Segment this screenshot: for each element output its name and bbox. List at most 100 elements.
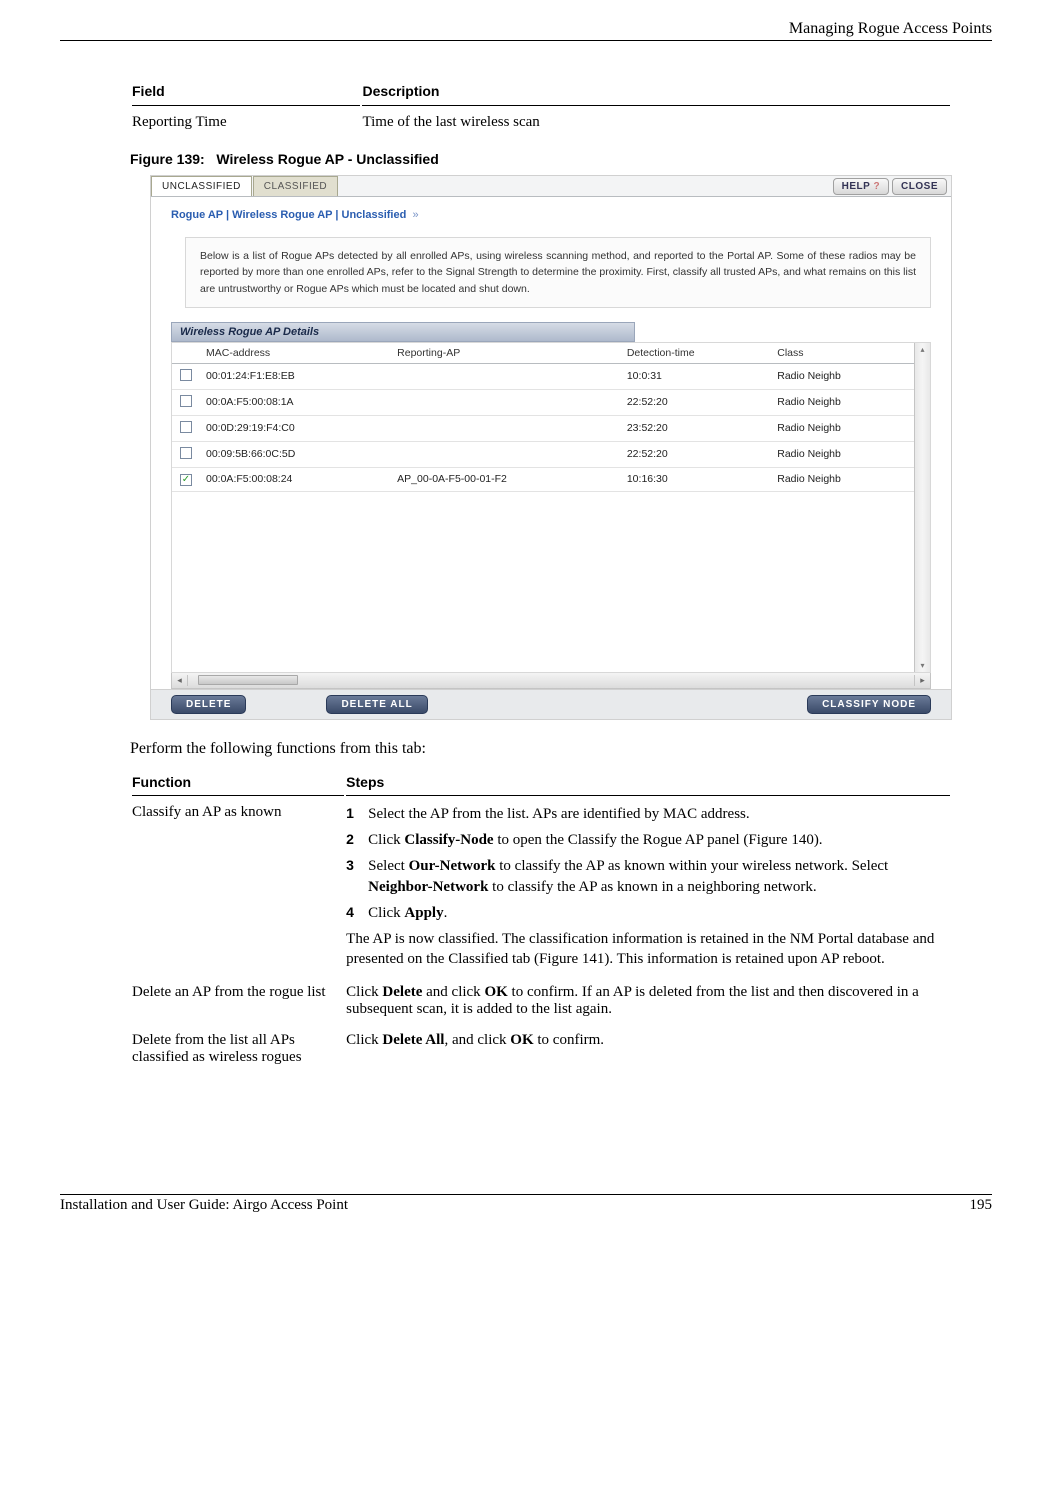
screenshot-topbar: UNCLASSIFIED CLASSIFIED HELP ? CLOSE <box>151 176 951 197</box>
table-row: 00:0D:29:19:F4:C0 23:52:20Radio Neighb <box>172 415 914 441</box>
function-header: Function <box>132 774 344 796</box>
help-button[interactable]: HELP ? <box>833 178 889 195</box>
breadcrumb-3: Unclassified <box>342 209 407 221</box>
scroll-thumb[interactable] <box>198 675 298 685</box>
row-checkbox[interactable] <box>180 447 192 459</box>
footer-page-number: 195 <box>970 1197 993 1214</box>
field-header: Field <box>132 83 360 106</box>
horizontal-scrollbar[interactable]: ◂ ▸ <box>171 673 931 689</box>
step-number: 1 <box>346 804 368 824</box>
cell-reporting <box>391 389 621 415</box>
rogue-ap-table: MAC-address Reporting-AP Detection-time … <box>172 343 914 492</box>
steps-delete-one: Click Delete and click OK to confirm. If… <box>346 978 950 1024</box>
field-description-table: Field Description Reporting Time Time of… <box>130 81 952 139</box>
cell-mac: 00:0D:29:19:F4:C0 <box>200 415 391 441</box>
cell-reporting <box>391 441 621 467</box>
cell-detection: 22:52:20 <box>621 389 771 415</box>
row-checkbox[interactable] <box>180 421 192 433</box>
cell-mac: 00:0A:F5:00:08:1A <box>200 389 391 415</box>
steps-delete-all: Click Delete All, and click OK to confir… <box>346 1026 950 1072</box>
cell-mac: 00:01:24:F1:E8:EB <box>200 363 391 389</box>
steps-classify: 1Select the AP from the list. APs are id… <box>346 798 950 976</box>
panel-title: Wireless Rogue AP Details <box>171 322 635 342</box>
cell-mac: 00:0A:F5:00:08:24 <box>200 467 391 491</box>
step-text: Select Our-Network to classify the AP as… <box>368 856 942 897</box>
function-delete-one: Delete an AP from the rogue list <box>132 978 344 1024</box>
field-value: Reporting Time <box>132 108 360 137</box>
table-row: 00:01:24:F1:E8:EB 10:0:31Radio Neighb <box>172 363 914 389</box>
help-label: HELP <box>842 181 871 192</box>
scroll-left-icon[interactable]: ◂ <box>172 675 188 686</box>
tab-unclassified[interactable]: UNCLASSIFIED <box>151 176 252 196</box>
breadcrumb-1: Rogue AP <box>171 209 223 221</box>
cell-reporting <box>391 415 621 441</box>
steps-header: Steps <box>346 774 950 796</box>
vertical-scrollbar[interactable]: ▴ ▾ <box>914 343 930 672</box>
step-number: 4 <box>346 903 368 923</box>
cell-detection: 23:52:20 <box>621 415 771 441</box>
cell-class: Radio Neighb <box>771 389 914 415</box>
cell-class: Radio Neighb <box>771 363 914 389</box>
action-button-row: DELETE DELETE ALL CLASSIFY NODE <box>151 689 951 719</box>
screenshot-panel: UNCLASSIFIED CLASSIFIED HELP ? CLOSE Rog… <box>150 175 952 720</box>
footer-left: Installation and User Guide: Airgo Acces… <box>60 1197 348 1214</box>
col-mac: MAC-address <box>200 343 391 364</box>
function-steps-table: Function Steps Classify an AP as known 1… <box>130 772 952 1074</box>
cell-class: Radio Neighb <box>771 415 914 441</box>
row-checkbox[interactable] <box>180 395 192 407</box>
function-delete-all: Delete from the list all APs classified … <box>132 1026 344 1072</box>
table-blank-area <box>172 492 914 672</box>
tab-strip: UNCLASSIFIED CLASSIFIED <box>151 176 339 196</box>
step-number: 2 <box>346 830 368 850</box>
screenshot-body: Rogue AP | Wireless Rogue AP | Unclassif… <box>151 197 951 719</box>
description-value: Time of the last wireless scan <box>362 108 950 137</box>
help-icon: ? <box>873 181 880 192</box>
intro-text: Below is a list of Rogue APs detected by… <box>185 237 931 308</box>
table-row: 00:0A:F5:00:08:1A 22:52:20Radio Neighb <box>172 389 914 415</box>
delete-button[interactable]: DELETE <box>171 695 246 714</box>
scroll-right-icon[interactable]: ▸ <box>914 675 930 686</box>
col-detection: Detection-time <box>621 343 771 364</box>
step-text: Click Apply. <box>368 903 942 923</box>
header-rule <box>60 40 992 41</box>
step-number: 3 <box>346 856 368 897</box>
col-class: Class <box>771 343 914 364</box>
data-area: MAC-address Reporting-AP Detection-time … <box>171 342 931 673</box>
delete-all-button[interactable]: DELETE ALL <box>326 695 427 714</box>
col-checkbox <box>172 343 200 364</box>
cell-detection: 22:52:20 <box>621 441 771 467</box>
row-checkbox[interactable]: ✓ <box>180 474 192 486</box>
perform-intro: Perform the following functions from thi… <box>130 740 952 758</box>
breadcrumb-2: Wireless Rogue AP <box>232 209 332 221</box>
data-main: MAC-address Reporting-AP Detection-time … <box>172 343 914 672</box>
topbar-right-buttons: HELP ? CLOSE <box>833 176 951 196</box>
classify-node-button[interactable]: CLASSIFY NODE <box>807 695 931 714</box>
scroll-down-icon[interactable]: ▾ <box>920 661 924 670</box>
after-steps-text: The AP is now classified. The classifica… <box>346 929 942 970</box>
table-row: ✓ 00:0A:F5:00:08:24AP_00-0A-F5-00-01-F210… <box>172 467 914 491</box>
cell-class: Radio Neighb <box>771 441 914 467</box>
tab-classified[interactable]: CLASSIFIED <box>253 176 338 196</box>
scroll-up-icon[interactable]: ▴ <box>920 345 924 354</box>
close-button[interactable]: CLOSE <box>892 178 947 195</box>
table-row: 00:09:5B:66:0C:5D 22:52:20Radio Neighb <box>172 441 914 467</box>
figure-caption: Figure 139: Wireless Rogue AP - Unclassi… <box>130 151 952 167</box>
description-header: Description <box>362 83 950 106</box>
figure-label: Figure 139: <box>130 151 205 167</box>
cell-reporting: AP_00-0A-F5-00-01-F2 <box>391 467 621 491</box>
step-text: Select the AP from the list. APs are ide… <box>368 804 942 824</box>
figure-title: Wireless Rogue AP - Unclassified <box>216 151 438 167</box>
cell-class: Radio Neighb <box>771 467 914 491</box>
cell-reporting <box>391 363 621 389</box>
page-header: Managing Rogue Access Points <box>60 20 992 38</box>
col-reporting: Reporting-AP <box>391 343 621 364</box>
row-checkbox[interactable] <box>180 369 192 381</box>
page-footer: Installation and User Guide: Airgo Acces… <box>60 1194 992 1214</box>
chevron-icon: » <box>409 209 418 221</box>
cell-detection: 10:0:31 <box>621 363 771 389</box>
breadcrumb: Rogue AP | Wireless Rogue AP | Unclassif… <box>151 197 951 231</box>
cell-detection: 10:16:30 <box>621 467 771 491</box>
step-text: Click Classify-Node to open the Classify… <box>368 830 942 850</box>
function-classify: Classify an AP as known <box>132 798 344 976</box>
cell-mac: 00:09:5B:66:0C:5D <box>200 441 391 467</box>
